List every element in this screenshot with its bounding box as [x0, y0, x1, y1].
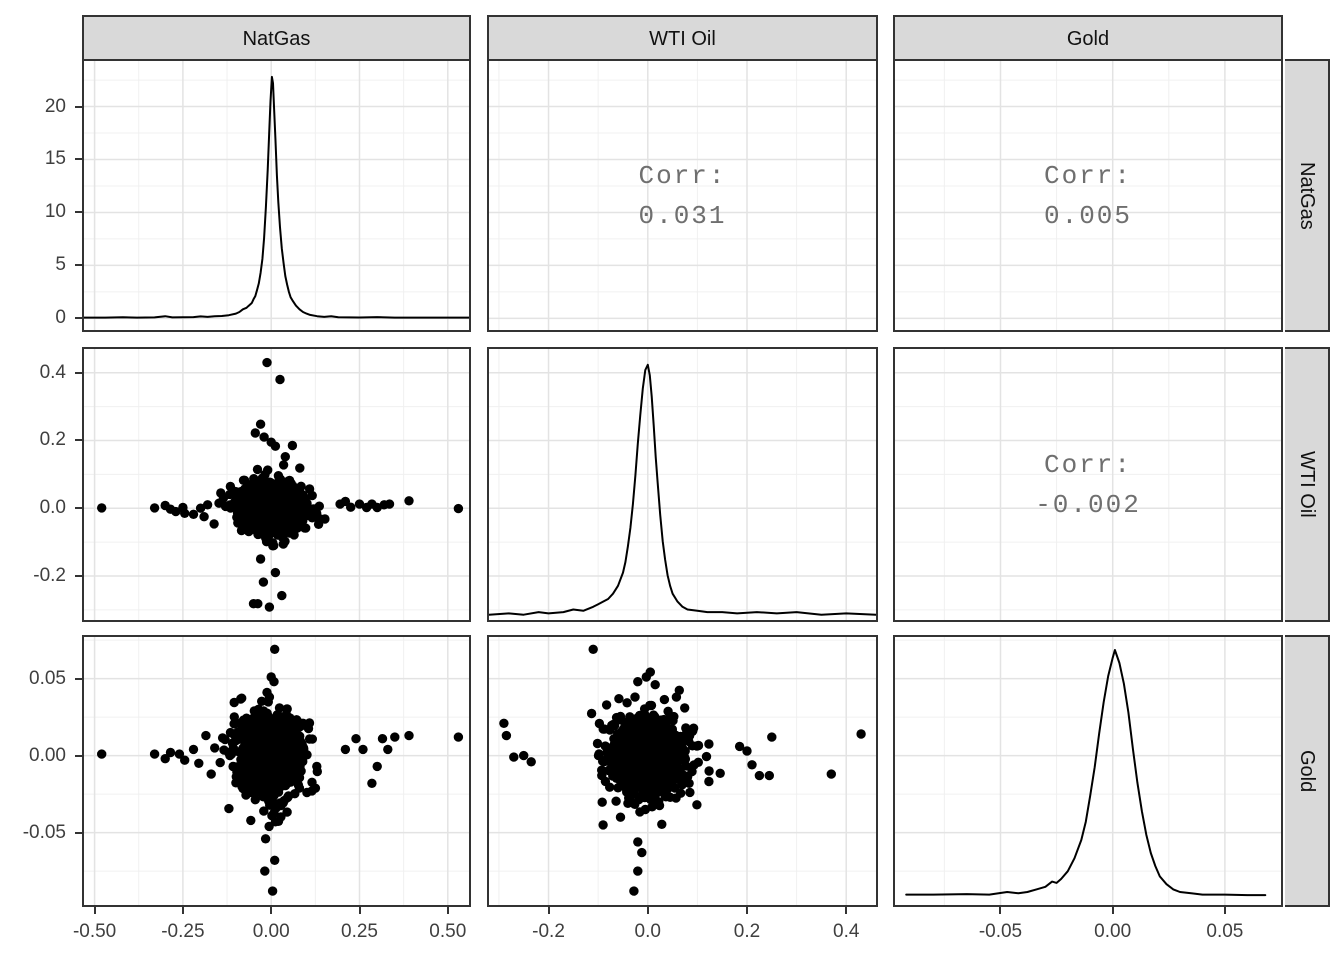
- x-axis-tick-label: 0.00: [252, 921, 290, 942]
- x-axis-tick-label: 0.25: [341, 921, 378, 942]
- x-axis-tick: [547, 907, 550, 914]
- x-axis-tick-label: 0.05: [1206, 921, 1244, 942]
- strip-label: Gold: [1066, 27, 1110, 50]
- x-axis-tick: [646, 907, 649, 914]
- x-axis-tick-label: -0.2: [532, 921, 565, 942]
- y-axis-tick: [75, 439, 82, 442]
- x-axis-tick-label: 0.2: [733, 921, 761, 942]
- strip-label: WTI Oil: [1296, 451, 1318, 518]
- x-axis-tick-label: 0.4: [833, 921, 860, 942]
- panel-scatter-natgas-wtioil: [82, 347, 471, 622]
- x-axis-tick: [1111, 907, 1114, 914]
- panel-scatter-wtioil-gold: [487, 635, 878, 907]
- panel-density-wtioil: [487, 347, 878, 622]
- strip-label: Gold: [1296, 749, 1318, 793]
- panel-corr-natgas-gold: Corr: 0.005: [893, 59, 1283, 332]
- y-axis-tick: [75, 371, 82, 374]
- x-axis-tick-label: 0.00: [1094, 921, 1132, 942]
- x-axis-tick: [746, 907, 748, 914]
- y-axis-tick: [75, 264, 82, 267]
- strip-label: NatGas: [242, 27, 311, 50]
- y-axis-tick-label: -0.05: [22, 821, 66, 843]
- y-axis-tick: [75, 317, 82, 320]
- y-axis-tick-label: 5: [55, 254, 66, 276]
- y-axis-tick: [75, 211, 82, 214]
- x-axis-tick-label: 0.0: [634, 921, 661, 942]
- strip-label: NatGas: [1296, 161, 1318, 230]
- x-axis-tick: [845, 907, 848, 914]
- y-axis-tick: [75, 105, 82, 108]
- strip-top-gold: Gold: [893, 15, 1283, 61]
- panel-density-gold: [893, 635, 1283, 907]
- x-axis-tick-label: -0.50: [72, 921, 117, 942]
- x-axis-tick: [999, 907, 1002, 914]
- x-axis-tick: [358, 907, 361, 914]
- x-axis-tick: [93, 907, 96, 914]
- y-axis-tick: [75, 754, 82, 757]
- x-axis-tick: [181, 907, 184, 914]
- x-axis-tick: [1223, 907, 1226, 914]
- strip-right-natgas: NatGas: [1285, 59, 1330, 332]
- panel-density-natgas: [82, 59, 471, 332]
- strip-top-natgas: NatGas: [82, 15, 471, 61]
- y-axis-tick-label: 0.4: [39, 361, 66, 383]
- strip-top-wtioil: WTI Oil: [487, 15, 878, 61]
- y-axis-tick-label: 0.2: [39, 429, 66, 451]
- y-axis-tick: [75, 677, 82, 680]
- y-axis-tick: [75, 507, 82, 510]
- y-axis-tick-label: -0.2: [33, 564, 66, 586]
- y-axis-tick: [75, 574, 82, 577]
- strip-right-gold: Gold: [1285, 635, 1330, 907]
- y-axis-tick-label: 20: [44, 95, 66, 117]
- y-axis-tick-label: 0: [55, 307, 66, 329]
- y-axis-tick-label: 0.00: [29, 744, 66, 766]
- y-axis-tick: [75, 831, 82, 834]
- x-axis-tick-label: -0.05: [978, 921, 1023, 942]
- x-axis-tick-label: -0.25: [161, 921, 205, 942]
- y-axis-tick-label: 10: [44, 201, 66, 223]
- panel-scatter-natgas-gold: [82, 635, 471, 907]
- strip-label: WTI Oil: [649, 27, 716, 50]
- y-axis-tick-label: 0.05: [29, 667, 66, 689]
- strip-right-wtioil: WTI Oil: [1285, 347, 1330, 622]
- y-axis-tick-label: 15: [44, 148, 66, 170]
- y-axis-tick: [75, 158, 82, 161]
- x-axis-tick: [446, 907, 449, 914]
- x-axis-tick-label: 0.50: [429, 921, 467, 942]
- x-axis-tick: [270, 907, 273, 914]
- y-axis-tick-label: 0.0: [39, 497, 66, 519]
